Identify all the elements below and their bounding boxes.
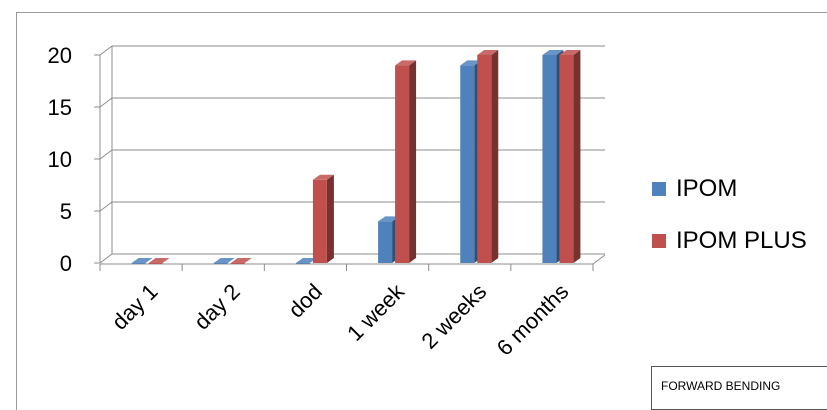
grid-diagonal: [99, 45, 113, 56]
bar-front-face: [542, 55, 557, 263]
chart-frame: [16, 12, 827, 410]
bar-top-face: [460, 60, 482, 66]
legend-swatch-ipom: [652, 182, 666, 196]
grid-diagonal: [99, 149, 113, 160]
bar-top-face: [312, 174, 334, 180]
bar-ipom-day-1: [131, 258, 153, 264]
axes: [94, 46, 606, 271]
gridlines: [99, 45, 605, 264]
y-tick-label: 5: [60, 199, 72, 224]
bar-front-face: [148, 263, 163, 264]
y-tick-label: 10: [48, 147, 72, 172]
legend-label-ipom-plus: IPOM PLUS: [676, 227, 807, 254]
y-tick-label: 0: [60, 251, 72, 276]
legend: IPOM IPOM PLUS: [652, 174, 807, 278]
legend-item-ipom: IPOM: [652, 174, 807, 204]
x-axis-side: [592, 254, 606, 265]
bar-top-face: [148, 258, 170, 263]
grid-diagonal: [99, 253, 113, 264]
bar-top-face: [542, 50, 564, 55]
bar-front-face: [230, 263, 245, 264]
bar-top-face: [295, 258, 317, 263]
bar-front-face: [460, 65, 475, 264]
bar-front-face: [312, 179, 327, 263]
bar-side-face: [409, 60, 417, 264]
bars: [131, 50, 581, 264]
x-tick-label: 6 months: [492, 279, 574, 361]
bar-front-face: [213, 263, 228, 264]
bar-ipom-plus-day-1: [148, 258, 170, 264]
bar-top-face: [378, 216, 400, 222]
bar-front-face: [295, 263, 310, 264]
bar-front-face: [477, 55, 492, 263]
x-tick-label: dod: [283, 279, 327, 323]
legend-label-ipom: IPOM: [676, 175, 738, 202]
bar-side-face: [491, 50, 499, 263]
x-tick-label: day 1: [107, 279, 163, 335]
bar-ipom-dod: [295, 258, 317, 264]
bar-top-face: [395, 60, 417, 66]
x-tick-label: 2 weeks: [417, 279, 492, 354]
bar-side-face: [326, 174, 334, 263]
bar-side-face: [573, 50, 581, 263]
bar-top-face: [213, 258, 235, 263]
bar-top-face: [131, 258, 153, 263]
legend-swatch-ipom-plus: [652, 234, 666, 248]
grid-diagonal: [99, 97, 113, 108]
bar-top-face: [477, 50, 499, 55]
bar-ipom-plus-1-week: [395, 60, 417, 264]
grid-diagonal: [99, 201, 113, 212]
x-tick-label: 1 week: [342, 278, 410, 346]
bar-front-face: [131, 263, 146, 264]
legend-item-ipom-plus: IPOM PLUS: [652, 226, 807, 256]
bar-top-face: [230, 258, 252, 263]
y-tick-label: 20: [48, 43, 72, 68]
bar-front-face: [395, 65, 410, 264]
y-tick-label: 15: [48, 95, 72, 120]
bar-ipom-plus-day-2: [230, 258, 252, 264]
bar-ipom-plus-dod: [312, 174, 334, 263]
bar-front-face: [378, 221, 393, 263]
bar-ipom-day-2: [213, 258, 235, 264]
x-tick-label: day 2: [189, 279, 245, 335]
bar-front-face: [559, 55, 574, 263]
bar-ipom-plus-2-weeks: [477, 50, 499, 263]
bar-ipom-plus-6-months: [559, 50, 581, 263]
caption-box: FORWARD BENDING: [651, 366, 827, 410]
bar-top-face: [559, 50, 581, 55]
